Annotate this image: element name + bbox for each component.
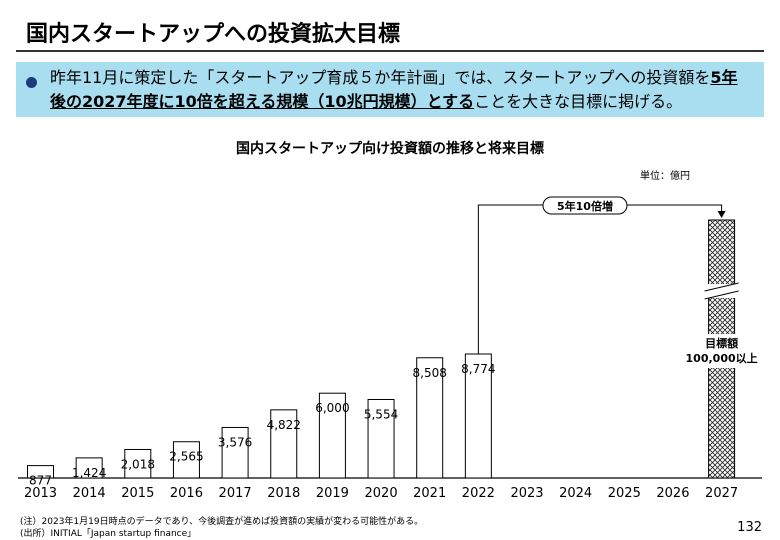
value-label-2014: 1,424: [72, 466, 106, 480]
value-label-2020: 5,554: [364, 408, 398, 422]
bar-2014: [75, 457, 103, 479]
axis-break-line-bottom: [704, 290, 739, 300]
tick-label-2015: 2015: [121, 486, 154, 501]
tick-label-2024: 2024: [559, 486, 592, 501]
target-label-line1: 目標額: [705, 336, 738, 350]
tick-label-2023: 2023: [510, 486, 543, 501]
value-label-2016: 2,565: [169, 450, 203, 464]
value-label-2013: 877: [29, 474, 52, 488]
bar-2013: [27, 465, 54, 479]
page-number: 132: [737, 520, 762, 535]
footnote: (注）2023年1月19日時点のデータであり、今後調査が進めば投資額の実績が変わ…: [20, 517, 424, 527]
title-divider: [16, 50, 764, 52]
arrow-head-icon: [717, 211, 726, 218]
bullet-icon: [26, 77, 37, 88]
bar-2020: [367, 399, 395, 479]
bar-2019: [318, 392, 346, 479]
summary-text-before: 昨年11月に策定した「スタートアップ育成５か年計画」では、スタートアップへの投資…: [50, 68, 711, 87]
tick-label-2020: 2020: [365, 486, 398, 501]
bar-2018: [270, 409, 298, 479]
tick-label-2016: 2016: [170, 486, 203, 501]
chart-title: 国内スタートアップ向け投資額の推移と将来目標: [236, 141, 544, 157]
value-label-2019: 6,000: [315, 401, 349, 415]
annotation-pill: [542, 196, 628, 215]
tick-label-2021: 2021: [413, 486, 446, 501]
tick-label-2013: 2013: [24, 486, 57, 501]
tick-label-2018: 2018: [267, 486, 300, 501]
axis-break-line-top: [704, 282, 739, 292]
target-label-bg: [679, 334, 764, 368]
tick-label-2026: 2026: [656, 486, 689, 501]
tick-label-2022: 2022: [462, 486, 495, 501]
summary-text-after: ことを大きな目標に掲げる。: [474, 92, 683, 111]
value-label-2018: 4,822: [267, 418, 301, 432]
bar-2021: [416, 357, 444, 479]
bar-2017: [221, 426, 249, 479]
value-label-2015: 2,018: [121, 457, 155, 471]
value-label-2021: 8,508: [413, 366, 447, 380]
summary-text-emphasis: 5年後の2027年度に10倍を超える規模（10兆円規模）とする: [50, 68, 738, 111]
tick-label-2025: 2025: [608, 486, 641, 501]
annotation-label: 5年10倍増: [557, 199, 613, 213]
value-label-2022: 8,774: [461, 362, 495, 376]
summary-text: 昨年11月に策定した「スタートアップ育成５か年計画」では、スタートアップへの投資…: [50, 66, 750, 114]
target-label-line2: 100,000以上: [686, 351, 758, 365]
page-title: 国内スタートアップへの投資拡大目標: [26, 22, 401, 47]
source-note: (出所）INITIAL「Japan startup finance」: [20, 529, 197, 539]
bar-2016: [172, 441, 200, 479]
value-label-2017: 3,576: [218, 435, 252, 449]
tick-label-2019: 2019: [316, 486, 349, 501]
growth-connector: [477, 204, 723, 354]
tick-label-2027: 2027: [705, 486, 738, 501]
unit-label: 単位：億円: [640, 171, 690, 182]
axis-break-gap: [705, 284, 738, 298]
bar-2022: [464, 353, 492, 479]
bar-2015: [124, 448, 152, 479]
tick-label-2014: 2014: [73, 486, 106, 501]
tick-label-2017: 2017: [219, 486, 252, 501]
summary-banner: [16, 62, 764, 117]
